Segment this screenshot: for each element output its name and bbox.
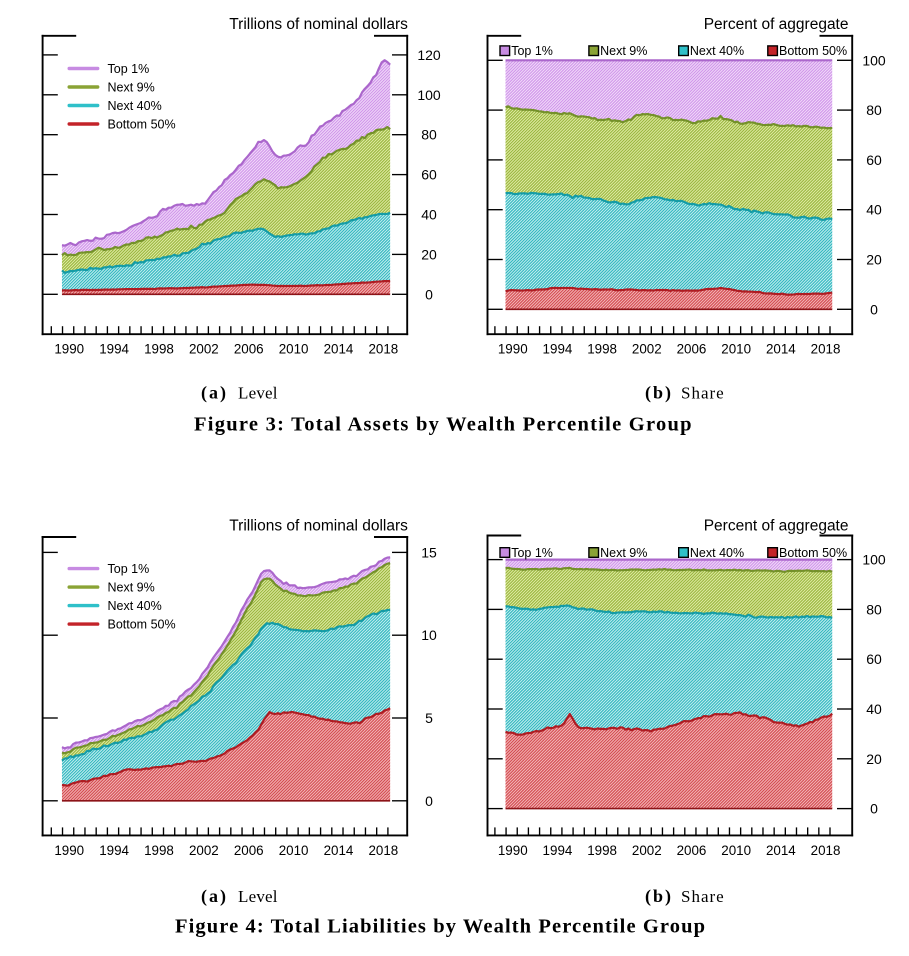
svg-text:Percent of aggregate: Percent of aggregate: [704, 517, 849, 534]
svg-text:2010: 2010: [721, 342, 751, 357]
svg-text:60: 60: [866, 651, 882, 667]
svg-text:2002: 2002: [189, 843, 219, 858]
svg-text:1994: 1994: [543, 342, 573, 357]
svg-text:100: 100: [862, 552, 886, 568]
svg-text:2014: 2014: [766, 843, 796, 858]
svg-text:(b): (b): [645, 886, 673, 907]
svg-text:Next 40%: Next 40%: [108, 599, 162, 613]
svg-text:2010: 2010: [279, 843, 309, 858]
svg-text:1994: 1994: [543, 843, 573, 858]
svg-text:80: 80: [866, 601, 882, 617]
svg-text:(a): (a): [201, 382, 228, 403]
svg-text:100: 100: [862, 52, 886, 68]
svg-text:2006: 2006: [677, 843, 707, 858]
svg-text:Figure 4: Total Liabilities b: Figure 4: Total Liabilities by Wealth Pe…: [175, 915, 706, 937]
svg-text:120: 120: [417, 47, 441, 63]
svg-text:20: 20: [421, 246, 437, 262]
svg-text:80: 80: [866, 102, 882, 118]
svg-text:1990: 1990: [498, 843, 528, 858]
svg-text:Next 9%: Next 9%: [600, 546, 647, 560]
svg-text:Top 1%: Top 1%: [108, 62, 150, 76]
svg-text:40: 40: [866, 701, 882, 717]
svg-text:Bottom 50%: Bottom 50%: [108, 118, 176, 132]
svg-text:2002: 2002: [632, 843, 662, 858]
svg-text:Percent of aggregate: Percent of aggregate: [704, 16, 849, 33]
svg-text:2014: 2014: [766, 342, 796, 357]
svg-text:2002: 2002: [189, 342, 219, 357]
svg-text:Top 1%: Top 1%: [108, 562, 150, 576]
svg-text:2006: 2006: [677, 342, 707, 357]
svg-text:100: 100: [417, 87, 441, 103]
svg-text:1998: 1998: [144, 843, 174, 858]
svg-text:1994: 1994: [99, 342, 129, 357]
svg-text:0: 0: [425, 286, 433, 302]
svg-text:1998: 1998: [587, 843, 617, 858]
svg-text:2014: 2014: [324, 342, 354, 357]
svg-text:0: 0: [870, 801, 878, 817]
svg-text:2010: 2010: [721, 843, 751, 858]
svg-text:5: 5: [425, 710, 433, 726]
svg-text:1998: 1998: [144, 342, 174, 357]
svg-text:Next 9%: Next 9%: [108, 581, 155, 595]
svg-text:20: 20: [866, 751, 882, 767]
svg-text:2018: 2018: [811, 342, 841, 357]
svg-text:0: 0: [425, 793, 433, 809]
svg-text:2006: 2006: [234, 843, 264, 858]
svg-text:Next 9%: Next 9%: [600, 44, 647, 58]
svg-text:(a): (a): [201, 886, 228, 907]
svg-text:60: 60: [421, 167, 437, 183]
svg-text:Bottom 50%: Bottom 50%: [108, 618, 176, 632]
svg-text:Next 40%: Next 40%: [690, 44, 744, 58]
svg-text:2018: 2018: [368, 843, 398, 858]
svg-text:1990: 1990: [498, 342, 528, 357]
svg-text:40: 40: [421, 207, 437, 223]
svg-text:Top 1%: Top 1%: [511, 44, 553, 58]
svg-text:Level: Level: [238, 383, 278, 402]
svg-text:Next 9%: Next 9%: [108, 81, 155, 95]
svg-text:Figure 3: Total Assets by Wea: Figure 3: Total Assets by Wealth Percent…: [194, 413, 693, 435]
svg-text:2014: 2014: [324, 843, 354, 858]
svg-text:2002: 2002: [632, 342, 662, 357]
svg-text:1990: 1990: [54, 342, 84, 357]
svg-text:15: 15: [421, 544, 437, 560]
svg-text:2018: 2018: [368, 342, 398, 357]
svg-text:2010: 2010: [279, 342, 309, 357]
svg-text:Bottom 50%: Bottom 50%: [779, 546, 847, 560]
svg-text:40: 40: [866, 202, 882, 218]
svg-text:10: 10: [421, 627, 437, 643]
svg-text:Bottom 50%: Bottom 50%: [779, 44, 847, 58]
svg-text:1990: 1990: [54, 843, 84, 858]
svg-text:20: 20: [866, 252, 882, 268]
svg-text:Share: Share: [681, 887, 725, 906]
svg-text:2018: 2018: [811, 843, 841, 858]
svg-text:Trillions of nominal dollars: Trillions of nominal dollars: [229, 16, 408, 33]
svg-text:Share: Share: [681, 383, 725, 402]
svg-text:(b): (b): [645, 382, 673, 403]
svg-text:Trillions of nominal dollars: Trillions of nominal dollars: [229, 517, 408, 534]
svg-text:1994: 1994: [99, 843, 129, 858]
svg-text:80: 80: [421, 127, 437, 143]
svg-text:Next 40%: Next 40%: [108, 99, 162, 113]
svg-text:0: 0: [870, 301, 878, 317]
svg-text:1998: 1998: [587, 342, 617, 357]
svg-text:Top 1%: Top 1%: [511, 546, 553, 560]
svg-text:Next 40%: Next 40%: [690, 546, 744, 560]
svg-text:60: 60: [866, 152, 882, 168]
svg-text:Level: Level: [238, 887, 278, 906]
svg-text:2006: 2006: [234, 342, 264, 357]
